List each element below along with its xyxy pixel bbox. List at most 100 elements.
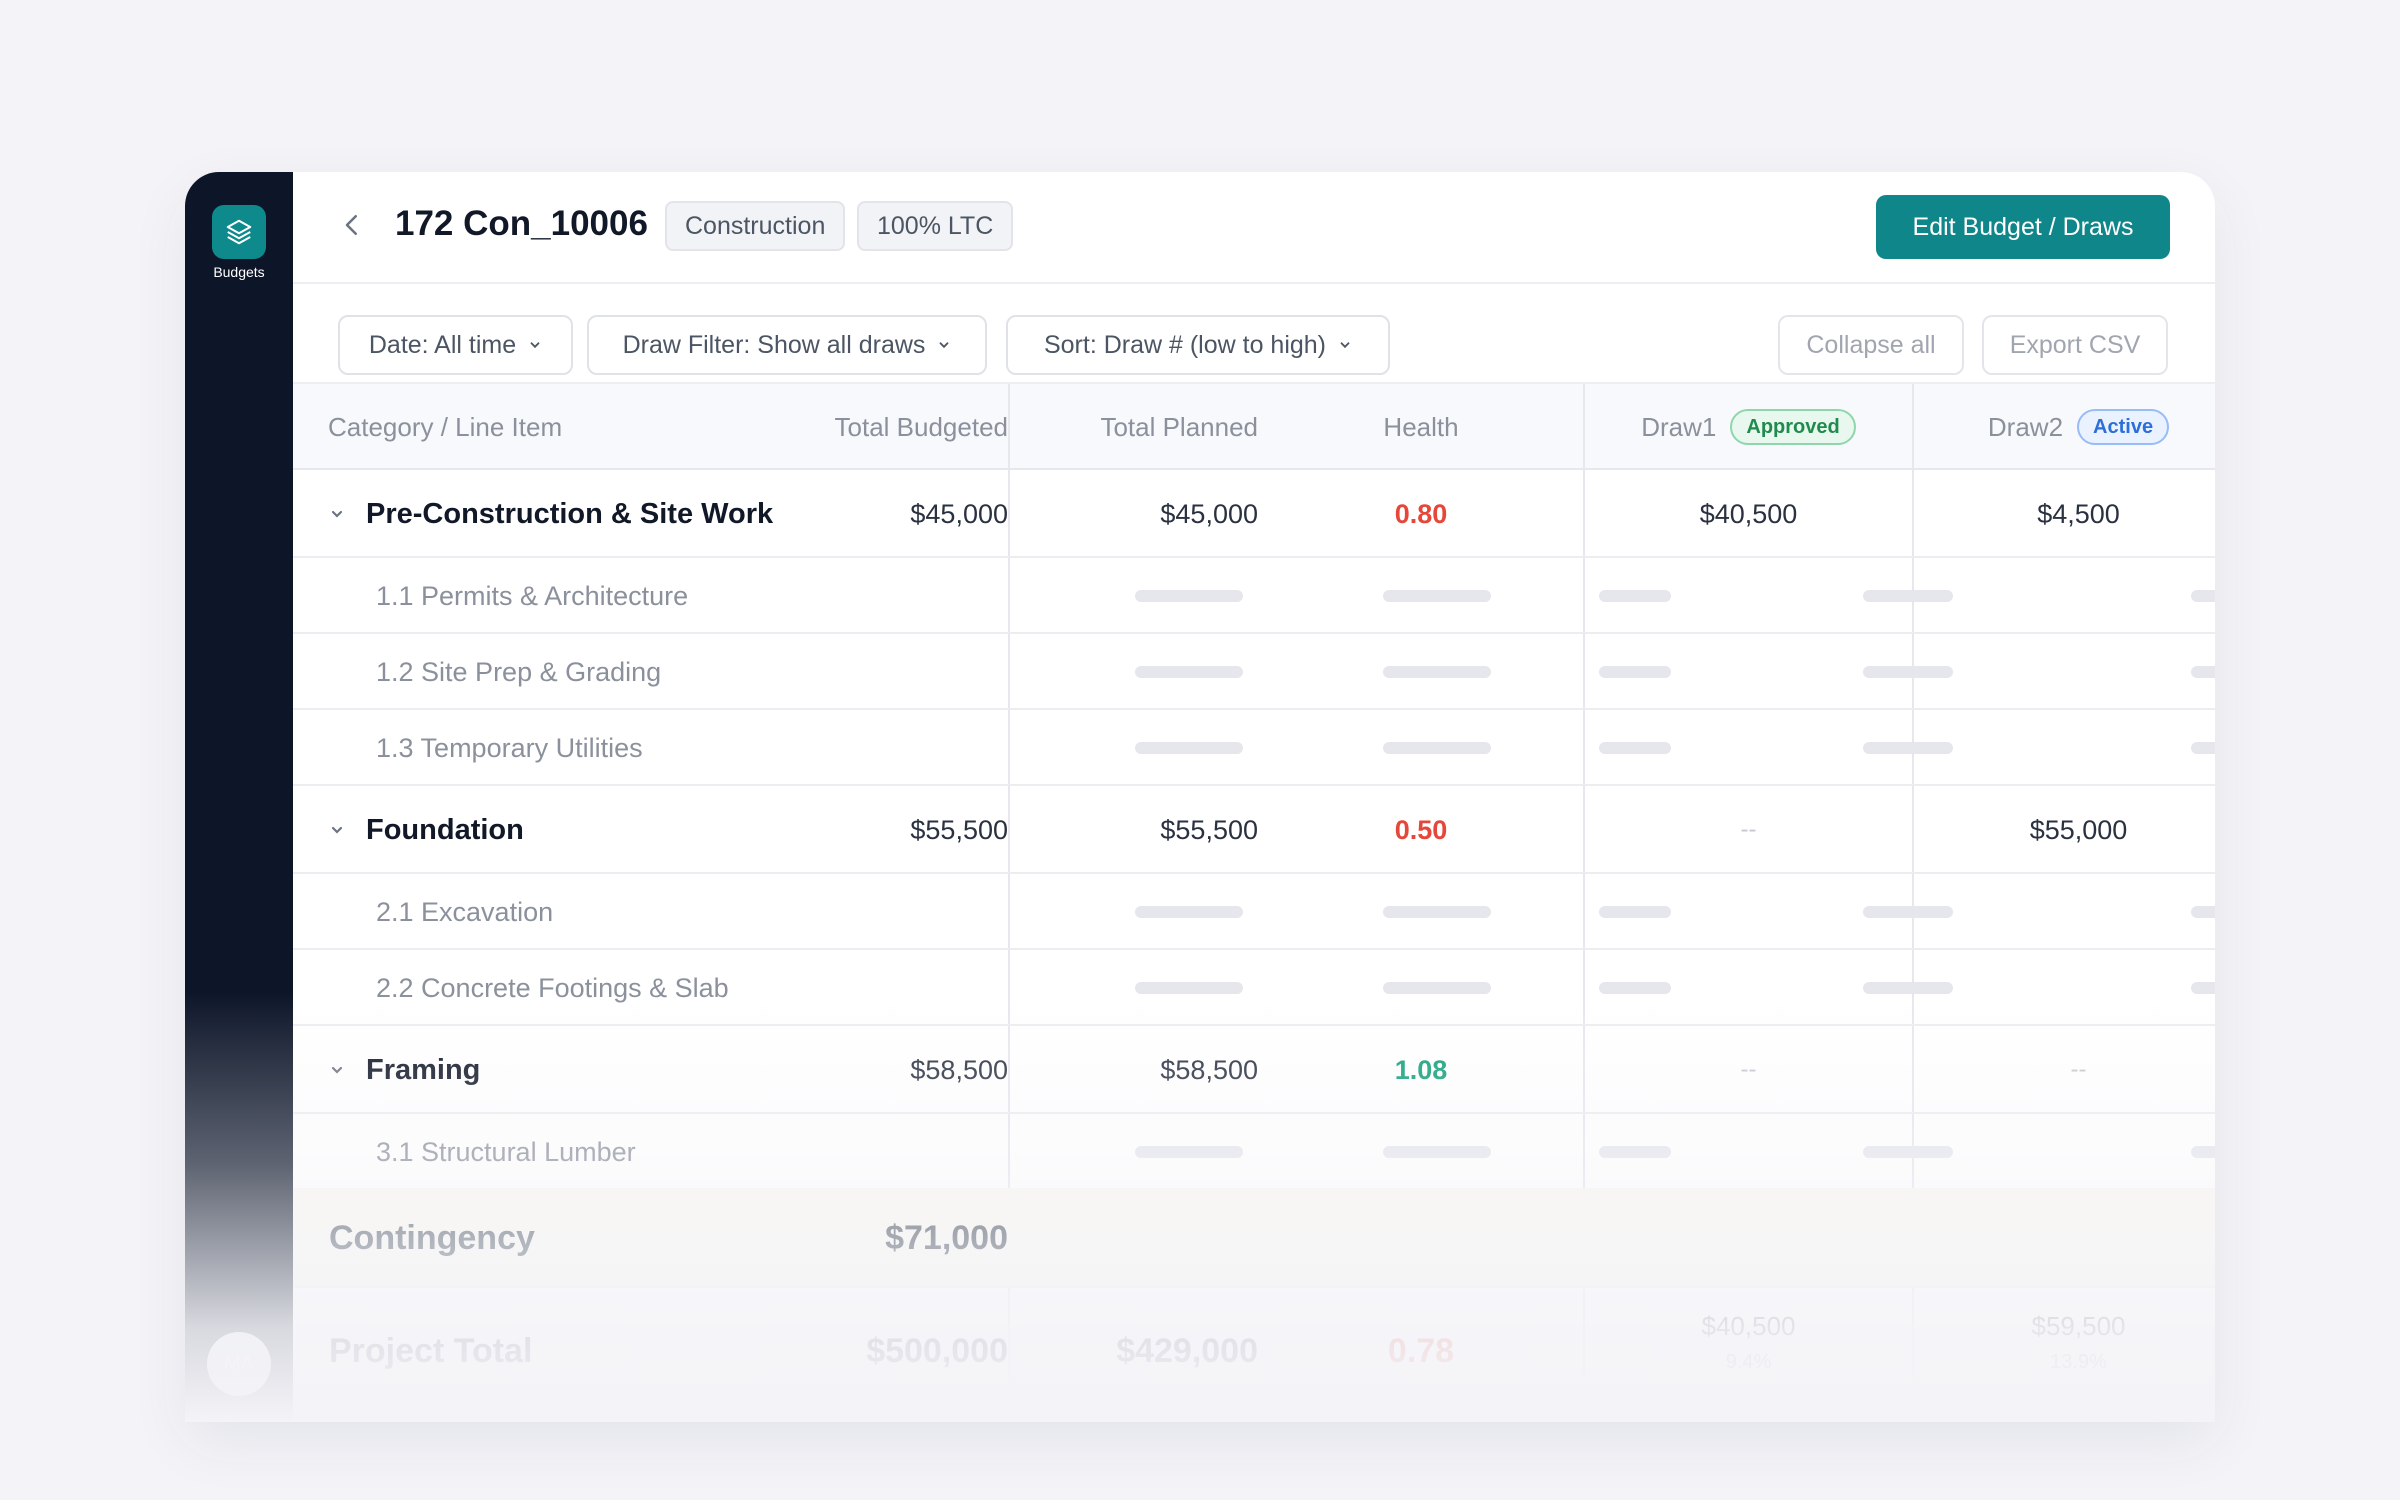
edit-budget-draws-button[interactable]: Edit Budget / Draws xyxy=(1876,195,2170,259)
loading-placeholder xyxy=(1135,590,1243,602)
loading-placeholder xyxy=(1599,590,1671,602)
collapse-toggle[interactable] xyxy=(329,470,345,558)
line-item-name: 2.2 Concrete Footings & Slab xyxy=(376,972,729,1003)
contingency-label: Contingency xyxy=(329,1218,535,1257)
col-header-health[interactable]: Health xyxy=(1383,411,1459,442)
loading-placeholder xyxy=(1383,906,1491,918)
column-divider xyxy=(1008,384,1010,1422)
project-total-label: Project Total xyxy=(329,1331,533,1370)
collapse-toggle[interactable] xyxy=(329,786,345,874)
loading-placeholder xyxy=(2191,982,2215,994)
contingency-row: Contingency $71,000 xyxy=(293,1188,2215,1288)
category-row[interactable]: Foundation $55,500 $55,500 0.50 -- $55,0… xyxy=(293,786,2215,874)
line-item-row[interactable]: 1.2 Site Prep & Grading xyxy=(293,634,2215,710)
collapse-toggle[interactable] xyxy=(329,1026,345,1114)
loading-placeholder xyxy=(1599,1146,1671,1158)
health-value: 0.50 xyxy=(1394,814,1448,845)
total-planned-value: $55,500 xyxy=(1160,814,1258,845)
column-divider xyxy=(1912,384,1914,1422)
loan-type-chip: Construction xyxy=(665,201,846,251)
chevron-down-icon xyxy=(331,826,343,834)
line-item-row[interactable]: 2.2 Concrete Footings & Slab xyxy=(293,950,2215,1026)
loading-placeholder xyxy=(1383,1146,1491,1158)
line-item-row[interactable]: 1.3 Temporary Utilities xyxy=(293,710,2215,786)
status-badge-active: Active xyxy=(2077,409,2170,445)
loading-placeholder xyxy=(1135,1146,1243,1158)
loading-placeholder xyxy=(2191,906,2215,918)
loading-placeholder xyxy=(1863,1146,1953,1158)
project-total-health: 0.78 xyxy=(1387,1331,1455,1370)
line-item-name: 1.3 Temporary Utilities xyxy=(376,732,643,763)
sort-label: Sort: Draw # (low to high) xyxy=(1043,330,1327,359)
loading-placeholder xyxy=(1599,982,1671,994)
draw1-value: -- xyxy=(1740,1056,1757,1083)
project-total-planned: $429,000 xyxy=(1116,1331,1258,1370)
draw1-value: -- xyxy=(1740,816,1757,843)
category-name: Foundation xyxy=(366,813,524,846)
project-total-budgeted: $500,000 xyxy=(866,1331,1008,1370)
project-total-draw2: $59,500 xyxy=(2031,1310,2126,1341)
draw2-label: Draw2 xyxy=(1987,411,2064,442)
category-name: Framing xyxy=(366,1053,481,1086)
draw2-value: $55,000 xyxy=(2029,814,2128,845)
col-header-total-planned[interactable]: Total Planned xyxy=(1100,411,1258,442)
line-item-name: 1.1 Permits & Architecture xyxy=(376,580,689,611)
loading-placeholder xyxy=(2191,590,2215,602)
loading-placeholder xyxy=(1135,666,1243,678)
health-value: 1.08 xyxy=(1394,1054,1448,1085)
line-item-row[interactable]: 1.1 Permits & Architecture xyxy=(293,558,2215,634)
collapse-all-button[interactable]: Collapse all xyxy=(1778,315,1964,375)
layers-icon xyxy=(226,219,252,245)
line-item-row[interactable]: 2.1 Excavation xyxy=(293,874,2215,950)
chevron-down-icon xyxy=(530,342,540,349)
loading-placeholder xyxy=(1383,982,1491,994)
column-divider xyxy=(1583,384,1585,1422)
draw1-label: Draw1 xyxy=(1641,411,1717,442)
line-item-name: 2.1 Excavation xyxy=(376,896,554,927)
sort-dropdown[interactable]: Sort: Draw # (low to high) xyxy=(1006,315,1390,375)
line-item-row[interactable]: 3.1 Structural Lumber xyxy=(293,1114,2215,1190)
export-csv-button[interactable]: Export CSV xyxy=(1982,315,2168,375)
ltc-chip: 100% LTC xyxy=(857,201,1014,251)
col-header-total-budgeted[interactable]: Total Budgeted xyxy=(834,411,1008,442)
page-header: 172 Con_10006 Construction 100% LTC Edit… xyxy=(293,172,2215,284)
project-total-draw2-percent: 13.9% xyxy=(2050,1350,2107,1373)
loading-placeholder xyxy=(1383,742,1491,754)
avatar[interactable]: MA xyxy=(207,1332,271,1396)
health-value: 0.80 xyxy=(1394,498,1448,529)
contingency-budgeted-value: $71,000 xyxy=(885,1218,1008,1257)
project-total-draw1-percent: 9.4% xyxy=(1725,1350,1772,1373)
loading-placeholder xyxy=(1863,666,1953,678)
draw1-value: $40,500 xyxy=(1699,498,1798,529)
filter-toolbar: Date: All time Draw Filter: Show all dra… xyxy=(293,284,2215,384)
project-total-row: Project Total $500,000 $429,000 0.78 $40… xyxy=(293,1290,2215,1422)
project-total-draw1: $40,500 xyxy=(1701,1310,1796,1341)
category-row[interactable]: Pre-Construction & Site Work $45,000 $45… xyxy=(293,470,2215,558)
status-badge-approved: Approved xyxy=(1730,409,1856,445)
sidebar-item-budgets-label: Budgets xyxy=(213,264,265,280)
page-title: 172 Con_10006 xyxy=(395,204,648,243)
loading-placeholder xyxy=(1135,982,1243,994)
loading-placeholder xyxy=(1863,590,1953,602)
draw2-value: -- xyxy=(2070,1056,2087,1083)
col-header-category[interactable]: Category / Line Item xyxy=(328,411,563,442)
back-button[interactable] xyxy=(337,210,367,240)
col-header-draw2[interactable]: Draw2 Active xyxy=(1914,384,2215,470)
loading-placeholder xyxy=(1135,906,1243,918)
category-row[interactable]: Framing $58,500 $58,500 1.08 -- -- xyxy=(293,1026,2215,1114)
draw2-value: $4,500 xyxy=(2037,498,2120,529)
draw-filter-dropdown[interactable]: Draw Filter: Show all draws xyxy=(587,315,987,375)
loading-placeholder xyxy=(1135,742,1243,754)
chevron-down-icon xyxy=(331,1066,343,1074)
total-budgeted-value: $58,500 xyxy=(910,1054,1008,1085)
loading-placeholder xyxy=(1599,906,1671,918)
col-header-draw1[interactable]: Draw1 Approved xyxy=(1585,384,1912,470)
chevron-down-icon xyxy=(939,342,949,349)
date-filter-dropdown[interactable]: Date: All time xyxy=(338,315,573,375)
date-filter-label: Date: All time xyxy=(368,330,517,359)
budgets-nav-button[interactable] xyxy=(212,205,266,259)
loading-placeholder xyxy=(1863,906,1953,918)
loading-placeholder xyxy=(1863,742,1953,754)
total-budgeted-value: $45,000 xyxy=(910,498,1008,529)
chevron-left-icon xyxy=(345,215,357,235)
